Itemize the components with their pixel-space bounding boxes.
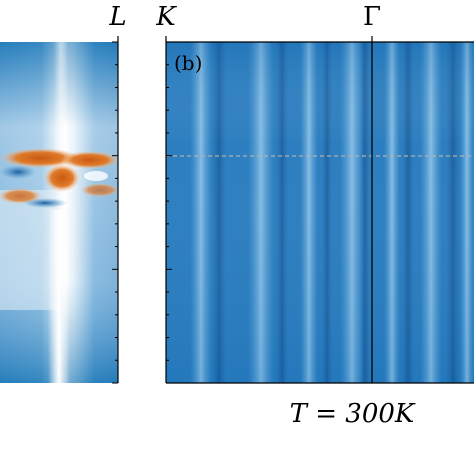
- orange-band-1: [0, 148, 80, 168]
- right-heatmap-shading: [166, 42, 474, 383]
- white-blob: [84, 171, 108, 181]
- panel-label-b: (b): [174, 51, 202, 75]
- right-panel-ticks: [166, 41, 172, 384]
- tick-label-K: K: [155, 2, 177, 32]
- blue-blob-1: [0, 165, 36, 179]
- temperature-annotation: T = 300K: [290, 399, 416, 429]
- orange-band-2: [60, 151, 118, 169]
- tick-label-Gamma: Γ: [363, 2, 381, 32]
- left-heatmap-panel: [0, 42, 118, 383]
- left-white-streak: [48, 210, 70, 383]
- orange-band-5: [80, 183, 118, 197]
- blue-blob-2: [23, 198, 67, 208]
- left-panel-ticks: [112, 41, 118, 384]
- right-heatmap-panel: [166, 42, 474, 383]
- orange-band-3: [44, 164, 80, 192]
- tick-label-L: L: [108, 2, 126, 32]
